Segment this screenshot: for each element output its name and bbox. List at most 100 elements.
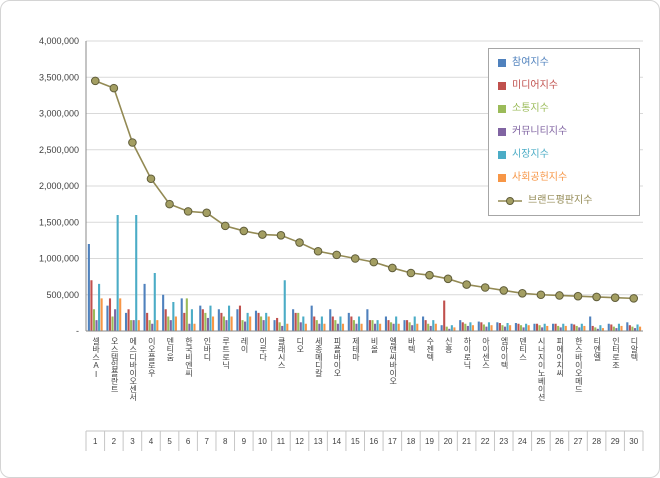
legend-swatch-icon [498, 105, 506, 113]
bar-series0-cat8 [217, 309, 220, 331]
line-marker-cat22 [480, 283, 490, 292]
category-number: 19 [425, 437, 434, 446]
bar-series3-cat3 [132, 320, 135, 332]
category-number: 12 [295, 437, 304, 446]
y-axis-tick-label: 1,500,000 [39, 217, 79, 227]
bar-series1-cat1 [90, 280, 93, 331]
category-number: 16 [369, 437, 378, 446]
bar-series1-cat3 [127, 309, 130, 331]
line-marker-cat6 [183, 207, 193, 216]
bar-series5-cat11 [286, 323, 289, 331]
bar-series1-cat14 [331, 316, 334, 331]
bar-series2-cat6 [185, 298, 188, 332]
bar-series1-cat8 [220, 312, 223, 332]
bar-series3-cat21 [466, 325, 469, 332]
bar-series4-cat4 [153, 273, 156, 331]
bar-series4-cat19 [432, 320, 435, 332]
bar-series2-cat4 [148, 320, 151, 332]
legend-item: 소통지수 [498, 104, 630, 114]
bar-series5-cat15 [360, 323, 363, 331]
bar-series4-cat21 [469, 322, 472, 331]
bar-series0-cat5 [162, 294, 165, 331]
bar-series4-cat16 [376, 320, 379, 332]
line-marker-cat23 [499, 286, 509, 295]
category-number: 17 [388, 437, 397, 446]
bar-series0-cat6 [180, 298, 183, 332]
legend-label: 미디어지수 [512, 80, 558, 91]
bar-series0-cat24 [514, 323, 517, 331]
bar-series0-cat28 [589, 316, 592, 331]
bar-series5-cat3 [137, 320, 140, 332]
category-number: 3 [130, 437, 135, 446]
bar-series5-cat19 [434, 323, 437, 331]
category-number: 21 [462, 437, 471, 446]
bar-series5-cat14 [341, 323, 345, 331]
bar-series1-cat25 [535, 323, 539, 331]
bar-series5-cat10 [267, 316, 270, 331]
bar-series5-cat7 [211, 316, 215, 331]
line-marker-cat1 [90, 76, 100, 86]
line-marker-cat20 [443, 274, 453, 284]
bar-series3-cat24 [522, 327, 525, 332]
bar-series2-cat19 [427, 323, 430, 331]
bar-series0-cat16 [366, 309, 369, 331]
bar-series1-cat16 [368, 320, 371, 332]
bar-series0-cat21 [459, 320, 462, 332]
bar-series3-cat15 [355, 323, 358, 331]
bar-series5-cat26 [564, 325, 567, 332]
bar-series1-cat24 [517, 323, 520, 331]
bar-series2-cat9 [241, 320, 244, 332]
legend-swatch-icon [498, 82, 506, 90]
bar-series1-cat30 [628, 325, 631, 331]
bar-series1-cat20 [443, 300, 446, 331]
y-axis-tick-label: - [76, 326, 79, 336]
bar-series3-cat11 [281, 325, 284, 332]
bar-series2-cat12 [297, 312, 300, 332]
category-number: 11 [277, 437, 286, 446]
line-marker-cat25 [536, 290, 546, 300]
bar-series1-cat21 [461, 322, 464, 331]
category-number: 7 [204, 437, 209, 446]
legend-item: 시장지수 [498, 150, 630, 160]
y-axis-tick-label: 2,000,000 [39, 181, 79, 191]
bar-series5-cat24 [527, 325, 530, 331]
bar-series3-cat25 [541, 327, 544, 332]
bar-series5-cat13 [323, 323, 326, 331]
bar-series4-cat15 [357, 316, 361, 331]
category-number: 24 [518, 437, 527, 446]
bar-series4-cat20 [450, 325, 453, 331]
bar-series4-cat3 [135, 215, 138, 331]
bar-series4-cat25 [543, 323, 546, 331]
line-marker-cat8 [220, 221, 230, 231]
legend-label: 참여지수 [512, 57, 549, 68]
line-marker-cat30 [629, 294, 639, 303]
bar-series2-cat11 [278, 322, 281, 331]
legend-item: 참여지수 [498, 58, 630, 68]
bar-series4-cat11 [283, 280, 286, 331]
bar-series0-cat15 [347, 312, 350, 332]
bar-series4-cat12 [302, 316, 305, 331]
bar-series4-cat26 [562, 323, 565, 331]
legend-item: 커뮤니티지수 [498, 127, 630, 137]
bar-series0-cat11 [273, 320, 276, 332]
line-marker-cat19 [425, 270, 434, 280]
bar-series2-cat13 [315, 320, 318, 332]
bar-series5-cat4 [156, 320, 159, 332]
line-marker-cat10 [258, 230, 267, 239]
bar-series2-cat16 [371, 320, 374, 332]
category-number: 5 [167, 437, 172, 446]
category-number: 29 [611, 437, 620, 446]
bar-series4-cat18 [413, 316, 416, 331]
category-number: 22 [481, 437, 490, 446]
bar-series4-cat28 [599, 325, 602, 331]
legend-label: 사회공헌지수 [512, 172, 568, 183]
line-marker-cat13 [313, 246, 323, 256]
bar-series2-cat28 [594, 327, 597, 332]
legend-item-line: 브랜드평판지수 [498, 196, 630, 206]
line-marker-cat21 [462, 280, 471, 289]
bar-series3-cat18 [411, 325, 414, 331]
bar-series5-cat25 [546, 325, 549, 332]
bar-series0-cat25 [533, 323, 536, 331]
